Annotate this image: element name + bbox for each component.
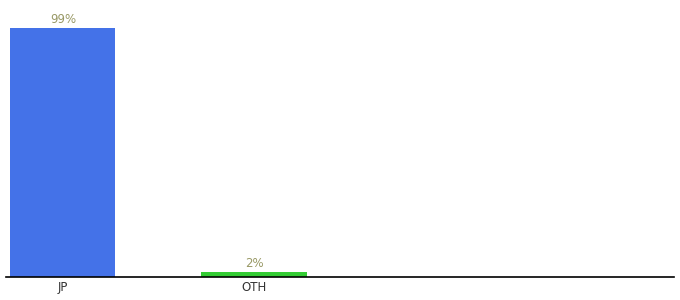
- Bar: [201, 272, 307, 277]
- Text: 2%: 2%: [245, 256, 263, 270]
- Text: 99%: 99%: [50, 13, 76, 26]
- Bar: [10, 28, 116, 277]
